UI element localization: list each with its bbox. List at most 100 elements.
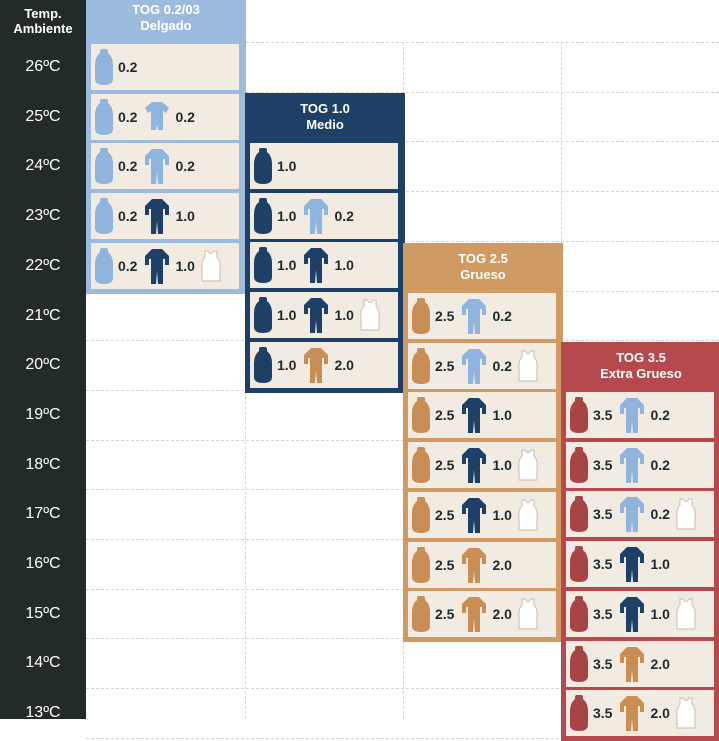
sleeping-bag-icon bbox=[568, 495, 590, 533]
tog-subtitle: Grueso bbox=[460, 267, 506, 282]
onesie-icon bbox=[142, 247, 172, 285]
sleeping-bag-icon bbox=[568, 545, 590, 583]
tog-value: 1.0 bbox=[650, 556, 670, 572]
sleeping-bag-icon bbox=[252, 147, 274, 185]
garment-item: 2.5 bbox=[410, 446, 457, 484]
temperature-label: 20ºC bbox=[25, 356, 61, 374]
tog-value: 0.2 bbox=[492, 308, 512, 324]
recommendation-cell: 2.5 0.2 bbox=[408, 343, 556, 389]
tog-title: TOG 0.2/03 bbox=[132, 2, 200, 17]
grid-row-line bbox=[86, 688, 719, 689]
tog-value: 2.0 bbox=[650, 705, 670, 721]
garment-item bbox=[675, 497, 697, 531]
onesie-icon bbox=[459, 595, 489, 633]
garment-item: 0.2 bbox=[301, 197, 356, 235]
tog-value: 2.0 bbox=[492, 606, 512, 622]
tog-value: 1.0 bbox=[175, 258, 195, 274]
tog-value: 1.0 bbox=[492, 407, 512, 423]
onesie-icon bbox=[459, 297, 489, 335]
recommendation-cell: 2.5 1.0 bbox=[408, 492, 556, 538]
onesie-icon bbox=[617, 595, 647, 633]
onesie-icon bbox=[142, 197, 172, 235]
sleeping-bag-icon bbox=[93, 247, 115, 285]
recommendation-cell: 1.0 2.0 bbox=[250, 342, 398, 388]
tog-value: 2.5 bbox=[435, 606, 455, 622]
tog-value: 3.5 bbox=[593, 656, 613, 672]
tog-value: 0.2 bbox=[334, 208, 354, 224]
temperature-header-line2: Ambiente bbox=[13, 21, 73, 36]
onesie-icon bbox=[459, 396, 489, 434]
recommendation-cell: 1.0 1.0 bbox=[250, 292, 398, 338]
tog-value: 3.5 bbox=[593, 506, 613, 522]
tog-title: TOG 2.5 bbox=[458, 251, 508, 266]
tog-value: 3.5 bbox=[593, 457, 613, 473]
tog-value: 2.5 bbox=[435, 308, 455, 324]
onesie-icon bbox=[301, 197, 331, 235]
garment-item: 1.0 bbox=[617, 595, 672, 633]
garment-item bbox=[517, 498, 539, 532]
recommendation-cell: 0.2 1.0 bbox=[91, 243, 239, 289]
garment-item: 0.2 bbox=[617, 446, 672, 484]
temperature-label: 13ºC bbox=[25, 704, 61, 722]
sleeping-bag-icon bbox=[93, 147, 115, 185]
recommendation-cell: 1.0 bbox=[250, 143, 398, 189]
vest-icon bbox=[675, 696, 697, 730]
onesie-icon bbox=[617, 396, 647, 434]
romper-short-icon bbox=[142, 99, 172, 135]
tog-title: TOG 3.5 bbox=[616, 350, 666, 365]
tog-value: 1.0 bbox=[277, 357, 297, 373]
tog-value: 0.2 bbox=[650, 457, 670, 473]
recommendation-cell: 0.2 0.2 bbox=[91, 143, 239, 189]
tog-value: 2.5 bbox=[435, 407, 455, 423]
onesie-icon bbox=[617, 495, 647, 533]
garment-item: 1.0 bbox=[252, 346, 299, 384]
recommendation-cell: 3.5 2.0 bbox=[566, 690, 714, 736]
tog-value: 1.0 bbox=[175, 208, 195, 224]
tog-value: 1.0 bbox=[277, 307, 297, 323]
garment-item bbox=[517, 448, 539, 482]
tog-value: 0.2 bbox=[118, 109, 138, 125]
garment-item: 0.2 bbox=[142, 99, 197, 135]
tog-value: 0.2 bbox=[175, 109, 195, 125]
tog-value: 2.0 bbox=[492, 557, 512, 573]
onesie-icon bbox=[617, 645, 647, 683]
tog-column-0: TOG 0.2/03 Delgado 0.2 0.2 0.2 0.2 0.2 0.… bbox=[86, 0, 246, 294]
temperature-label: 25ºC bbox=[25, 107, 61, 125]
tog-column-3: TOG 3.5 Extra Grueso 3.5 0.2 3.5 0.2 3.5 … bbox=[561, 342, 719, 741]
recommendation-cell: 0.2 bbox=[91, 44, 239, 90]
sleeping-bag-icon bbox=[252, 346, 274, 384]
onesie-icon bbox=[617, 694, 647, 732]
tog-value: 1.0 bbox=[334, 307, 354, 323]
garment-item: 0.2 bbox=[142, 147, 197, 185]
garment-item bbox=[517, 349, 539, 383]
tog-column-2: TOG 2.5 Grueso 2.5 0.2 2.5 0.2 2.5 1.0 2.… bbox=[403, 243, 563, 642]
tog-value: 0.2 bbox=[650, 506, 670, 522]
garment-item: 1.0 bbox=[301, 246, 356, 284]
garment-item: 3.5 bbox=[568, 595, 615, 633]
temperature-label: 17ºC bbox=[25, 505, 61, 523]
vest-icon bbox=[517, 498, 539, 532]
sleeping-bag-icon bbox=[410, 546, 432, 584]
garment-item: 1.0 bbox=[142, 197, 197, 235]
recommendation-cell: 3.5 1.0 bbox=[566, 591, 714, 637]
sleeping-bag-icon bbox=[568, 595, 590, 633]
sleeping-bag-icon bbox=[568, 446, 590, 484]
tog-subtitle: Extra Grueso bbox=[600, 366, 682, 381]
vest-icon bbox=[517, 349, 539, 383]
garment-item: 1.0 bbox=[252, 147, 299, 185]
tog-column-1: TOG 1.0 Medio 1.0 1.0 0.2 1.0 1.0 1.0 1.0… bbox=[245, 93, 405, 393]
vest-icon bbox=[675, 597, 697, 631]
tog-value: 1.0 bbox=[650, 606, 670, 622]
garment-item: 2.0 bbox=[617, 694, 672, 732]
recommendation-cell: 2.5 2.0 bbox=[408, 542, 556, 588]
garment-item: 0.2 bbox=[459, 297, 514, 335]
grid-row-line bbox=[86, 440, 719, 441]
temperature-label: 18ºC bbox=[25, 455, 61, 473]
recommendation-cell: 1.0 0.2 bbox=[250, 193, 398, 239]
temperature-label: 15ºC bbox=[25, 604, 61, 622]
garment-item: 2.0 bbox=[459, 595, 514, 633]
garment-item: 3.5 bbox=[568, 694, 615, 732]
sleeping-bag-icon bbox=[252, 296, 274, 334]
garment-item: 2.0 bbox=[617, 645, 672, 683]
garment-item: 2.0 bbox=[459, 546, 514, 584]
